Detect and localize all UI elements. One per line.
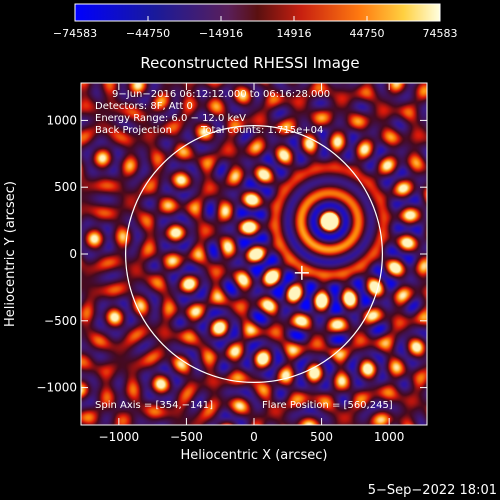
annotation-time-range: 9−Jun−2016 06:12:12.000 to 06:16:28.000 [112,89,330,100]
x-tick-label: 500 [310,430,333,444]
heatmap-image [81,83,427,425]
spin-axis-label: Spin Axis = [354,−141] [95,400,213,411]
y-tick-label: −1000 [36,381,77,395]
y-tick-label: 500 [54,180,77,194]
flare-position-label: Flare Position = [560,245] [262,400,393,411]
colorbar-tick-label: −14916 [199,27,243,40]
colorbar-tick-label: −74583 [53,27,97,40]
colorbar-tick-label: 74583 [423,27,458,40]
y-axis-label: Heliocentric Y (arcsec) [3,181,18,327]
y-tick-label: 1000 [46,113,77,127]
timestamp: 5−Sep−2022 18:01 [368,483,497,498]
annotation-detectors: Detectors: 8F, Att 0 [95,101,193,112]
x-tick-label: −1000 [99,430,140,444]
x-tick-label: −500 [170,430,203,444]
annotation-block: 9−Jun−2016 06:12:12.000 to 06:16:28.000 … [95,89,330,136]
annotation-total-counts: Total counts: 1.715e+04 [200,125,323,136]
colorbar-tick-label: 14916 [276,27,311,40]
x-axis-ticks: −1000 −500 0 500 1000 [99,83,405,444]
spin-axis-marker [294,265,309,280]
annotation-energy-range: Energy Range: 6.0 − 12.0 keV [95,113,246,124]
annotation-method: Back Projection [95,125,172,136]
x-tick-label: 1000 [374,430,405,444]
solar-disk-outline [125,125,383,383]
x-axis-label: Heliocentric X (arcsec) [181,448,328,463]
colorbar [74,3,441,22]
colorbar-ticks: −74583 −44750 −14916 14916 44750 74583 [53,16,458,40]
x-tick-label: 0 [250,430,258,444]
colorbar-tick-label: 44750 [350,27,385,40]
y-tick-label: 0 [69,247,77,261]
y-tick-label: −500 [44,314,77,328]
y-axis-ticks: −1000 −500 0 500 1000 [36,113,427,395]
chart-title: Reconstructed RHESSI Image [140,54,359,72]
colorbar-tick-label: −44750 [126,27,170,40]
